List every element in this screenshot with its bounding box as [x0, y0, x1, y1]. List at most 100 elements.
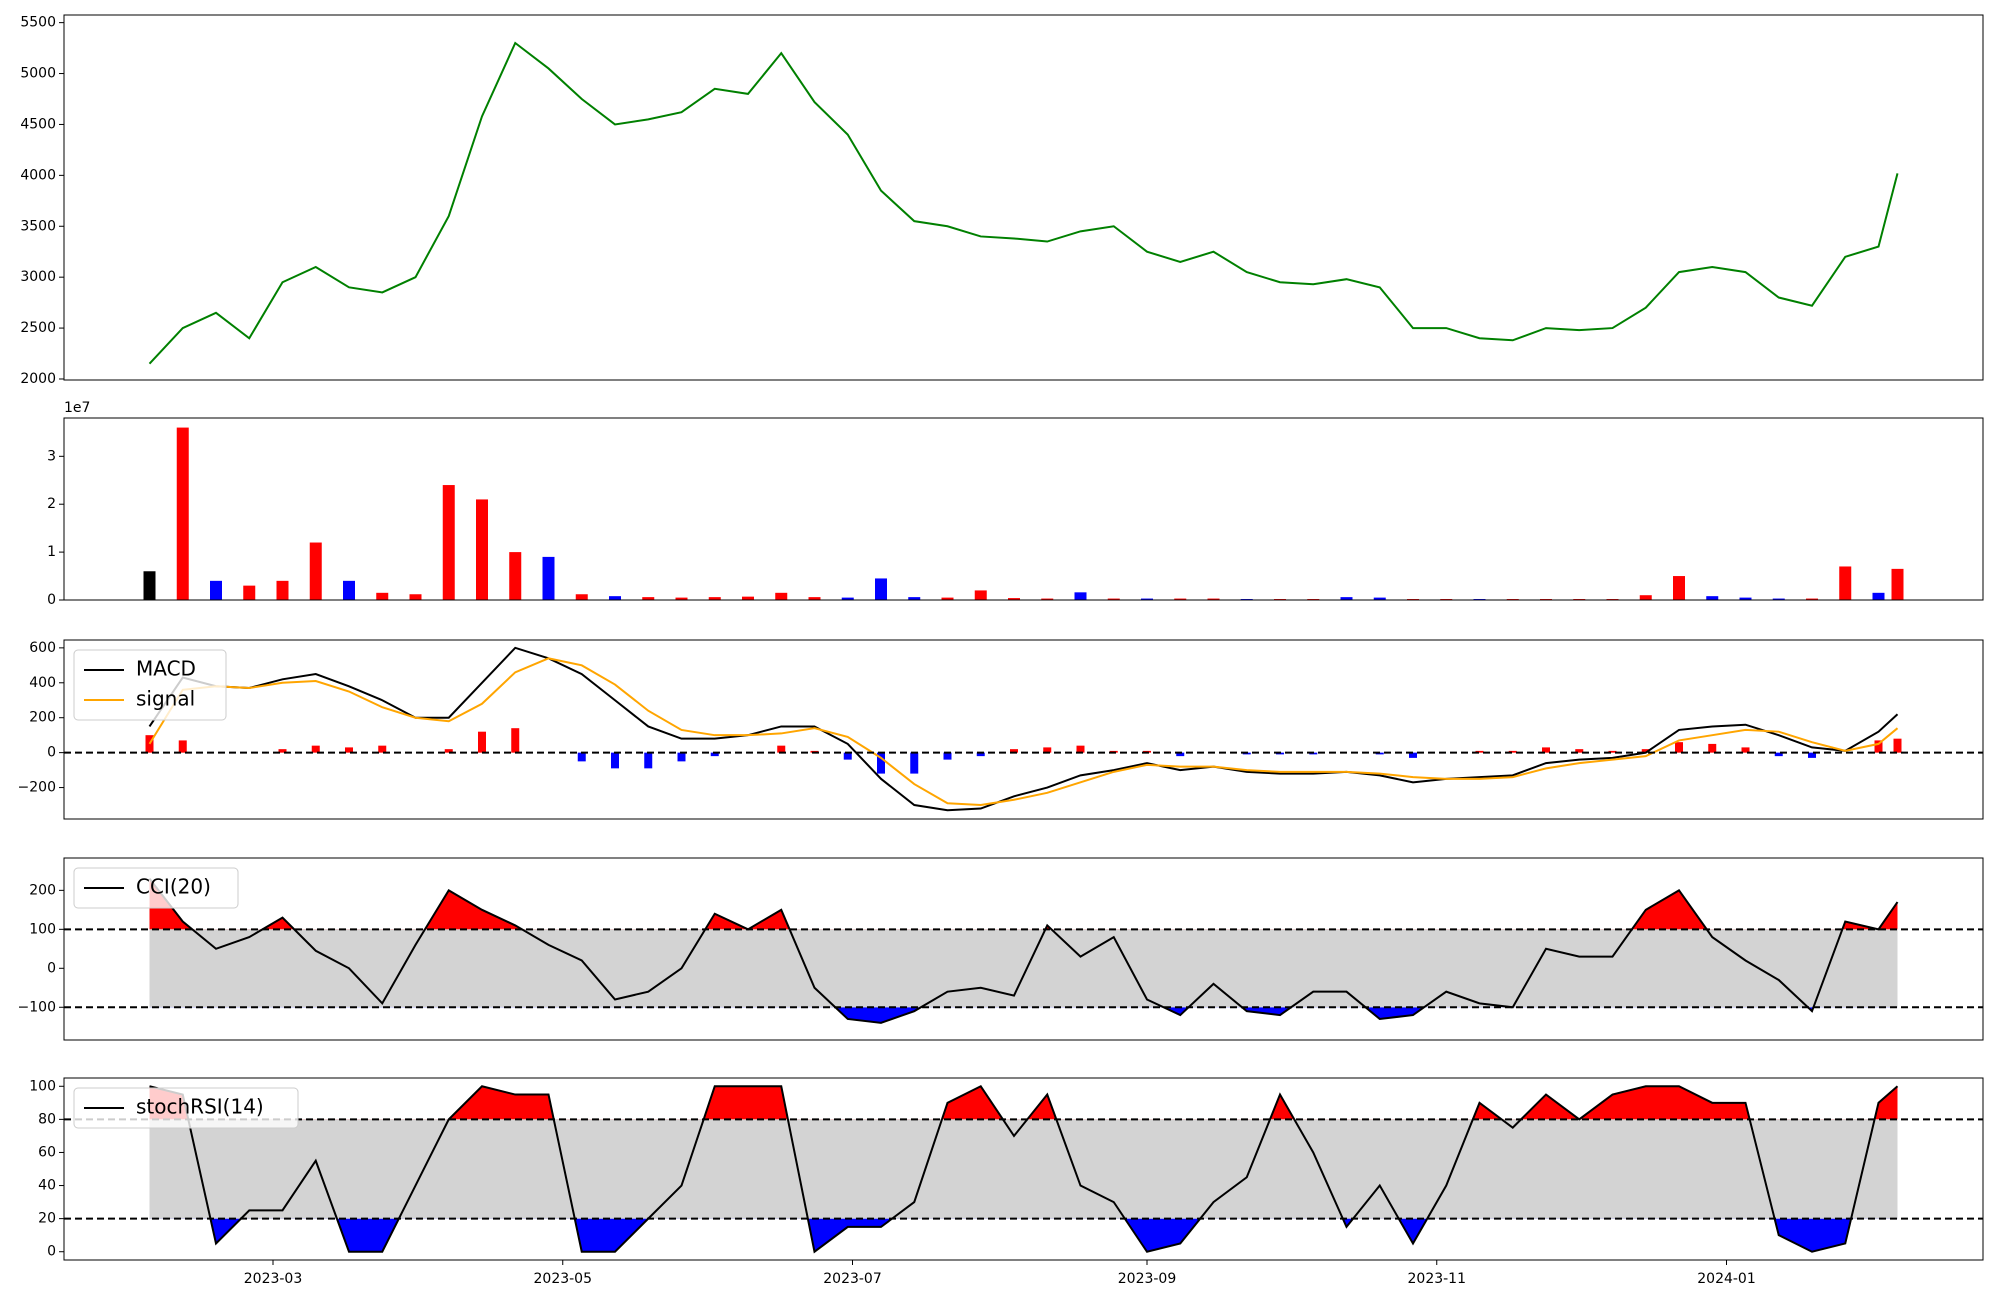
y-tick-label: 0: [47, 745, 56, 761]
histogram-bar: [1675, 742, 1683, 753]
y-tick-label: 100: [29, 1078, 56, 1094]
histogram-bar: [278, 749, 287, 753]
axis-offset-label: 1e7: [64, 400, 90, 416]
volume-bar: [609, 596, 621, 600]
y-tick-label: 200: [29, 710, 56, 726]
volume-bar: [1806, 598, 1818, 600]
volume-bar: [875, 578, 887, 600]
volume-bar: [1872, 592, 1885, 600]
y-tick-label: −100: [18, 999, 56, 1015]
y-tick-label: 2: [47, 496, 56, 512]
volume-bar: [1772, 598, 1785, 600]
histogram-bar: [1409, 752, 1417, 758]
y-tick-label: 60: [38, 1144, 56, 1160]
volume-bar: [1891, 568, 1904, 600]
histogram-bar: [378, 745, 387, 753]
volume-bar: [1340, 597, 1353, 600]
x-tick-label: 2023-03: [244, 1271, 303, 1287]
y-tick-label: 5000: [20, 66, 56, 82]
histogram-bar: [910, 752, 919, 774]
legend-box: [73, 1087, 299, 1129]
histogram-bar: [644, 752, 653, 769]
volume-bar: [708, 597, 721, 600]
y-tick-label: 0: [47, 592, 56, 608]
histogram-bar: [1741, 747, 1750, 753]
series-line: [148, 41, 1899, 365]
volume-bar: [841, 597, 854, 600]
y-tick-label: 4000: [20, 167, 56, 183]
fill-below: [149, 1218, 1898, 1252]
volume-bar: [1141, 598, 1153, 600]
volume-bar: [309, 542, 322, 600]
volume-bar: [476, 499, 488, 600]
y-tick-label: 3500: [20, 218, 56, 234]
panel-frame: [63, 639, 1984, 820]
volume-bar: [276, 580, 289, 600]
histogram-bar: [478, 731, 486, 753]
y-tick-label: 200: [29, 882, 56, 898]
histogram-bar: [1542, 747, 1550, 753]
volume-bar: [742, 596, 754, 600]
y-tick-label: 100: [29, 921, 56, 937]
x-tick-label: 2023-11: [1408, 1271, 1467, 1287]
histogram-bar: [611, 752, 619, 769]
histogram-bar: [1708, 743, 1717, 753]
series-line: [148, 878, 1899, 1024]
volume-bar: [210, 580, 222, 600]
histogram-bar: [677, 752, 686, 762]
histogram-bar: [1176, 752, 1185, 757]
volume-bar: [1639, 595, 1652, 600]
histogram-bar: [1575, 749, 1584, 753]
volume-bar: [1074, 592, 1087, 600]
y-tick-label: 2500: [20, 320, 56, 336]
legend-label: MACD: [136, 657, 196, 681]
y-tick-label: 400: [29, 675, 56, 691]
panel-frame: [63, 417, 1984, 601]
volume-bar: [376, 592, 389, 600]
volume-bar: [775, 592, 788, 600]
y-tick-label: 3000: [20, 269, 56, 285]
volume-bar: [509, 552, 522, 600]
histogram-bar: [777, 745, 786, 753]
legend-box: [73, 649, 227, 721]
histogram-bar: [976, 752, 985, 757]
volume-bar: [575, 594, 588, 600]
histogram-bar: [1043, 747, 1052, 753]
y-tick-label: 4500: [20, 116, 56, 132]
y-tick-label: 0: [47, 1244, 56, 1260]
volume-bar: [1739, 597, 1752, 600]
fill-above: [149, 1086, 1898, 1120]
histogram-bar: [1808, 752, 1816, 758]
volume-bar: [1373, 597, 1386, 600]
histogram-bar: [444, 749, 453, 753]
panel-frame: [63, 1077, 1984, 1261]
volume-bar: [243, 585, 256, 600]
histogram-bar: [1010, 749, 1018, 753]
histogram-bar: [511, 728, 520, 753]
x-tick-label: 2023-07: [823, 1271, 882, 1287]
volume-bar: [1673, 576, 1685, 600]
y-tick-label: 2000: [20, 371, 56, 387]
histogram-bar: [577, 752, 586, 762]
volume-bar: [642, 597, 655, 600]
histogram-bar: [178, 740, 187, 753]
volume-bar: [176, 427, 189, 600]
y-tick-label: 5500: [20, 15, 56, 31]
volume-bar: [542, 556, 555, 600]
volume-bar: [343, 580, 355, 600]
x-tick-label: 2023-09: [1118, 1271, 1177, 1287]
y-tick-label: 1: [47, 544, 56, 560]
panel-frame: [63, 14, 1984, 381]
y-tick-label: 80: [38, 1111, 56, 1127]
legend-label: CCI(20): [136, 875, 211, 899]
histogram-bar: [1874, 740, 1883, 753]
histogram-bar: [1608, 750, 1617, 753]
legend-label: stochRSI(14): [136, 1095, 264, 1119]
x-tick-label: 2024-01: [1697, 1271, 1756, 1287]
band-fill: [149, 929, 1898, 1008]
y-tick-label: 600: [29, 640, 56, 656]
histogram-bar: [877, 752, 885, 774]
volume-bar: [143, 571, 156, 600]
